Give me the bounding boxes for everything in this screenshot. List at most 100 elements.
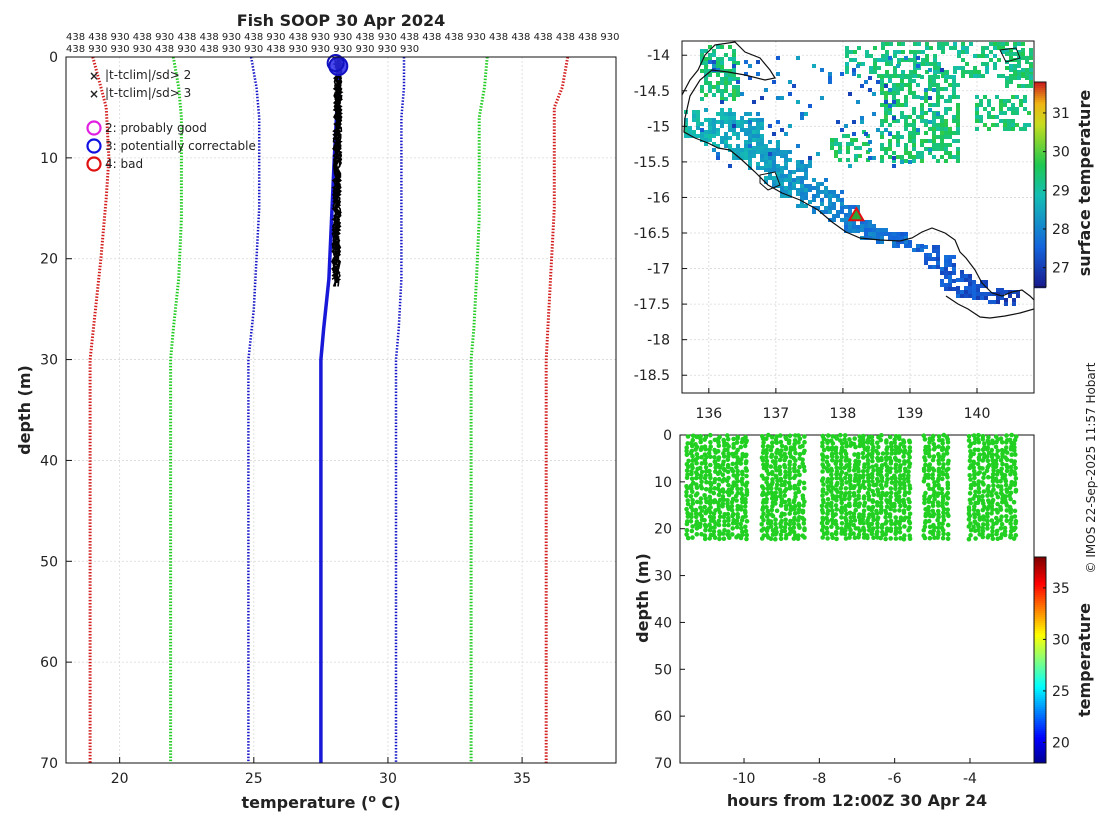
map-colorbar-segment: [1034, 228, 1046, 231]
map-colorbar-segment: [1034, 254, 1046, 257]
sample-point: [884, 528, 890, 534]
sst-pixel: [961, 58, 965, 62]
sst-pixel: [884, 91, 888, 95]
sst-pixel: [848, 92, 852, 96]
sst-pixel: [744, 128, 748, 132]
sst-pixel: [960, 274, 964, 278]
sample-point: [901, 454, 906, 459]
sst-pixel: [904, 240, 908, 244]
sample-point: [932, 483, 938, 488]
sst-pixel: [937, 66, 941, 70]
sample-point: [825, 497, 831, 502]
sst-pixel: [884, 232, 888, 236]
map-colorbar-segment: [1034, 100, 1046, 103]
sst-pixel: [840, 206, 844, 210]
sample-point: [824, 454, 830, 460]
sst-pixel: [940, 95, 944, 99]
sst-pixel: [928, 151, 932, 155]
sample-point: [843, 486, 849, 491]
sample-point: [833, 461, 838, 466]
sample-point: [838, 486, 844, 491]
sst-pixel: [952, 255, 956, 259]
profile-ytick-label: 50: [40, 554, 58, 570]
sst-pixel: [712, 64, 716, 68]
sample-point: [744, 492, 750, 498]
sst-pixel: [708, 134, 712, 138]
sample-point: [730, 532, 735, 537]
sst-pixel: [1000, 292, 1004, 296]
sst-pixel: [912, 147, 916, 151]
sst-pixel: [916, 95, 920, 99]
sample-point: [981, 517, 987, 522]
profile-xtick-label: 30: [379, 771, 397, 787]
sst-pixel: [920, 244, 924, 248]
sst-pixel: [932, 249, 936, 253]
profile-xlabel-superscript: o: [368, 792, 376, 805]
map-colorbar-segment: [1034, 98, 1046, 101]
sample-point: [930, 503, 936, 509]
sample-point: [726, 522, 731, 528]
sample-point: [930, 457, 936, 463]
sample-point: [842, 465, 847, 471]
sample-point: [865, 461, 871, 467]
sample-point: [838, 451, 844, 456]
sample-point: [861, 503, 867, 508]
sample-point: [690, 524, 695, 529]
sst-pixel: [728, 128, 732, 132]
sample-point: [935, 478, 941, 484]
map-colorbar-segment: [1034, 222, 1046, 225]
sst-pixel: [872, 224, 876, 228]
sst-pixel: [904, 103, 908, 107]
sample-point: [779, 454, 784, 459]
sst-pixel: [732, 89, 736, 93]
sst-pixel: [724, 144, 728, 148]
sample-point: [730, 513, 735, 519]
sample-point: [897, 468, 903, 473]
sst-pixel: [956, 115, 960, 119]
sst-pixel: [865, 50, 869, 54]
sst-pixel: [1000, 288, 1004, 292]
sample-point: [898, 482, 903, 487]
sample-point: [923, 520, 928, 526]
sample-point: [888, 494, 893, 500]
sst-pixel: [768, 168, 772, 172]
sst-pixel: [908, 83, 912, 87]
sst-pixel: [936, 75, 940, 79]
sst-pixel: [900, 160, 904, 164]
sst-pixel: [824, 186, 828, 190]
sample-point: [896, 494, 902, 499]
map-ytick-label: -18: [647, 333, 670, 349]
sample-point: [941, 462, 946, 467]
sst-pixel: [876, 236, 880, 240]
sample-point: [980, 534, 986, 540]
sample-point: [693, 492, 699, 498]
sst-pixel: [756, 138, 760, 142]
scatter-colorbar-segment: [1034, 665, 1046, 668]
sst-pixel: [892, 100, 896, 104]
legend-cross-icon: ×: [89, 87, 99, 101]
sst-pixel: [784, 162, 788, 166]
sst-pixel: [708, 60, 712, 64]
sample-point: [989, 493, 994, 498]
sst-pixel: [860, 116, 864, 120]
sst-pixel: [888, 104, 892, 108]
sample-point: [980, 466, 985, 471]
sample-point: [897, 499, 902, 505]
sst-pixel: [952, 287, 956, 291]
map-colorbar-segment: [1034, 178, 1046, 181]
sst-pixel: [941, 42, 945, 46]
sample-point: [937, 521, 942, 526]
scatter-colorbar-segment: [1034, 573, 1046, 576]
sample-point: [802, 499, 807, 505]
sample-point: [926, 475, 931, 480]
scatter-colorbar-segment: [1034, 723, 1046, 726]
sst-pixel: [961, 42, 965, 46]
sst-pixel: [880, 135, 884, 139]
island-outline: [759, 171, 781, 191]
sst-pixel: [988, 300, 992, 304]
map-colorbar-segment: [1034, 164, 1046, 167]
sst-pixel: [916, 115, 920, 119]
sst-pixel: [824, 210, 828, 214]
scatter-colorbar-segment: [1034, 697, 1046, 700]
sst-pixel: [744, 60, 748, 64]
